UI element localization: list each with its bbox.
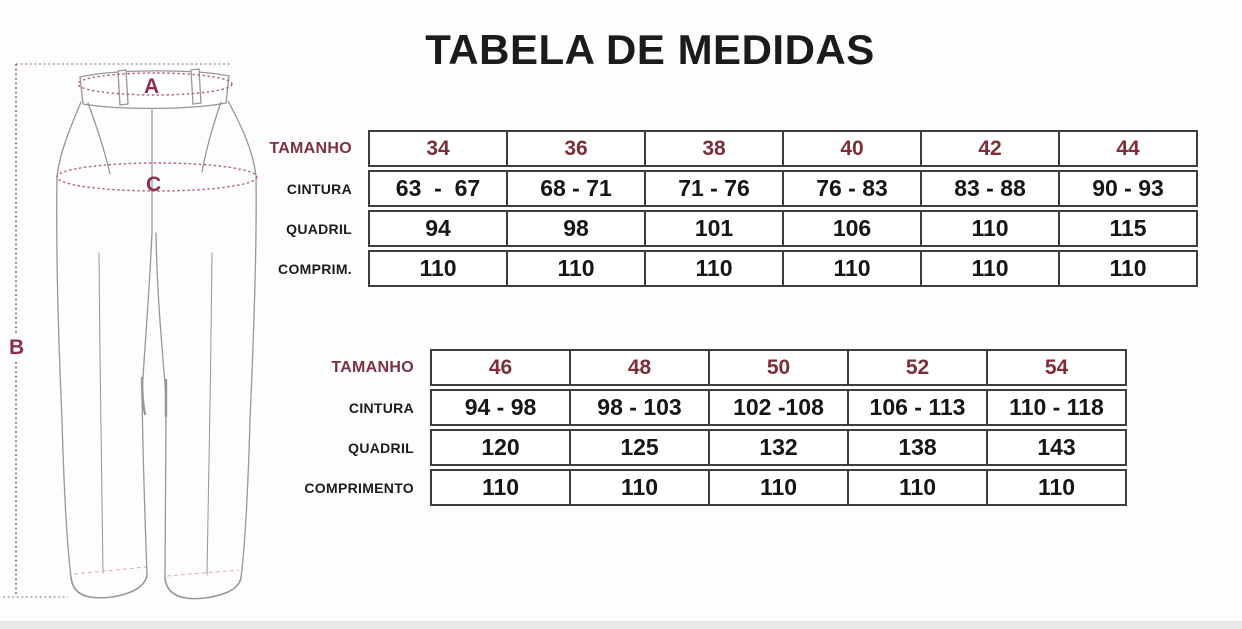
value-cell: 115 [1058,212,1196,245]
waist-measure-label: A [144,75,160,98]
size-header-cell: 44 [1058,132,1196,165]
size-header-cell: 46 [488,355,513,379]
table-header-row: TAMANHO 46 48 50 52 54 [284,349,1127,386]
row-cells: 94 98 101 106 110 115 [368,210,1198,247]
table-row-cintura: CINTURA 94 - 98 98 - 103 102 -108 106 - … [284,389,1127,426]
bottom-edge-strip [0,621,1242,629]
value-cell: 98 - 103 [569,391,708,424]
value-cell: 90 - 93 [1058,172,1196,205]
value-cell: 138 [847,431,986,464]
size-header-cell: 54 [986,351,1125,384]
pants-sketch [3,63,258,600]
table-row-comprimento: COMPRIM. 110 110 110 110 110 110 [222,250,1198,287]
value-cell: 71 - 76 [644,172,782,205]
value-cell: 110 [506,252,644,285]
row-label-cintura: CINTURA [286,180,352,197]
value-cell: 98 [506,212,644,245]
value-cell: 110 [986,471,1125,504]
size-table-46-54: TAMANHO 46 48 50 52 54 CINTURA 94 - 98 9… [284,349,1127,509]
hem-stitch-left [73,566,147,575]
table-row-quadril: QUADRIL 94 98 101 106 110 115 [222,210,1198,247]
value-cell: 101 [644,212,782,245]
row-label-quadril: QUADRIL [286,220,352,237]
hip-measure-ellipse [56,162,258,192]
value-cell: 68 - 71 [506,172,644,205]
size-header-cell: 50 [708,351,847,384]
value-cell: 120 [481,434,520,460]
header-cells: 34 36 38 40 42 44 [368,130,1198,167]
row-cells: 110 110 110 110 110 110 [368,250,1198,287]
value-cell: 110 [569,471,708,504]
size-header-cell: 42 [920,132,1058,165]
row-cells: 120 125 132 138 143 [430,429,1127,466]
size-header-cell: 52 [847,351,986,384]
page-title: TABELA DE MEDIDAS [425,26,875,73]
size-header-cell: 48 [569,351,708,384]
length-measure-label: B [9,336,25,359]
size-header-cell: 38 [644,132,782,165]
value-cell: 110 [419,255,457,281]
value-cell: 110 [708,471,847,504]
value-cell: 110 [920,212,1058,245]
value-cell: 76 - 83 [782,172,920,205]
table-header-row: TAMANHO 34 36 38 40 42 44 [222,130,1198,167]
row-cells: 110 110 110 110 110 [430,469,1127,506]
value-cell: 102 -108 [708,391,847,424]
value-cell: 94 [425,215,451,241]
value-cell: 110 [847,471,986,504]
row-label-comprimento: COMPRIM. [278,260,352,277]
waist-measure-ellipse [77,72,233,96]
row-label-tamanho: TAMANHO [269,139,352,157]
size-header-cell: 40 [782,132,920,165]
value-cell: 63 - 67 [395,175,481,201]
table-row-cintura: CINTURA 63 - 67 68 - 71 71 - 76 76 - 83 … [222,170,1198,207]
value-cell: 110 [644,252,782,285]
value-cell: 110 [920,252,1058,285]
row-label-quadril: QUADRIL [348,439,414,456]
value-cell: 106 [782,212,920,245]
table-row-comprimento: COMPRIMENTO 110 110 110 110 110 [284,469,1127,506]
size-header-cell: 36 [506,132,644,165]
size-table-34-44: TAMANHO 34 36 38 40 42 44 CINTURA 63 - 6… [222,130,1198,290]
row-label-tamanho: TAMANHO [331,358,414,376]
row-label-comprimento: COMPRIMENTO [304,479,414,496]
row-label-cintura: CINTURA [348,399,414,416]
value-cell: 110 [1058,252,1196,285]
value-cell: 110 [782,252,920,285]
value-cell: 110 [481,474,520,500]
header-cells: 46 48 50 52 54 [430,349,1127,386]
pants-diagram: A B C [0,0,300,629]
value-cell: 110 - 118 [986,391,1125,424]
value-cell: 83 - 88 [920,172,1058,205]
row-cells: 94 - 98 98 - 103 102 -108 106 - 113 110 … [430,389,1127,426]
value-cell: 132 [708,431,847,464]
hip-measure-label: C [146,173,162,196]
value-cell: 125 [569,431,708,464]
table-row-quadril: QUADRIL 120 125 132 138 143 [284,429,1127,466]
value-cell: 106 - 113 [847,391,986,424]
value-cell: 94 - 98 [464,394,537,420]
row-cells: 63 - 67 68 - 71 71 - 76 76 - 83 83 - 88 … [368,170,1198,207]
value-cell: 143 [986,431,1125,464]
hem-stitch-right [166,569,240,577]
size-header-cell: 34 [426,136,450,160]
